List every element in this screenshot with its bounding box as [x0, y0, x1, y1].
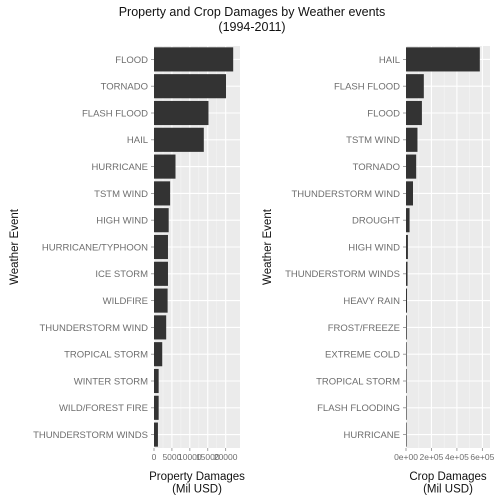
x-axis-title: (Mil USD)	[172, 484, 222, 496]
property-damage-chart: FLOOD TORNADO FLASH FLOOD HAIL HURRICANE TSTM…	[9, 46, 245, 496]
bar	[154, 368, 159, 394]
bar	[406, 47, 480, 72]
bar	[154, 208, 169, 233]
y-tick-label: WINTER STORM	[74, 376, 148, 387]
bar	[154, 234, 168, 260]
bar	[154, 154, 176, 179]
x-tick-label: 4e+05	[445, 452, 469, 462]
bar	[154, 100, 209, 126]
y-tick-label: FLASH FLOODING	[317, 403, 400, 414]
y-tick-label: HAIL	[127, 135, 148, 146]
bar	[406, 100, 422, 126]
bar	[154, 288, 168, 313]
y-tick-label: DROUGHT	[352, 216, 400, 227]
y-tick-label: ICE STORM	[95, 269, 148, 280]
crop-damage-chart: HAIL FLASH FLOOD FLOOD TSTM WIND TORNADO THUN…	[262, 46, 495, 496]
x-tick-label: 20000	[214, 452, 238, 462]
y-tick-label: HURRICANE/TYPHOON	[42, 242, 148, 253]
y-tick-label: TROPICAL STORM	[64, 350, 148, 361]
y-tick-label: TSTM WIND	[346, 135, 400, 146]
x-axis-title: (Mil USD)	[423, 484, 473, 496]
bar	[154, 395, 159, 420]
y-tick-label: HURRICANE	[344, 430, 400, 441]
chart-title: Property and Crop Damages by Weather eve…	[119, 5, 386, 19]
y-tick-label: WILDFIRE	[103, 296, 148, 307]
y-axis-title: Weather Event	[262, 208, 274, 285]
bar	[406, 154, 417, 179]
y-tick-label: TORNADO	[101, 82, 148, 93]
chart-subtitle: (1994-2011)	[218, 20, 285, 34]
y-tick-label: HIGH WIND	[348, 242, 400, 253]
x-axis-title: Crop Damages	[409, 471, 487, 483]
bar	[154, 47, 234, 72]
bar	[154, 127, 204, 152]
bar	[406, 342, 407, 367]
bar	[154, 315, 167, 340]
y-axis-title: Weather Event	[9, 208, 21, 285]
bar	[406, 127, 418, 152]
y-tick-label: FLASH FLOOD	[334, 82, 400, 93]
x-tick-label: 10000	[178, 452, 202, 462]
y-tick-label: WILD/FOREST FIRE	[59, 403, 148, 414]
y-tick-label: THUNDERSTORM WINDS	[33, 430, 148, 441]
y-tick-label: THUNDERSTORM WINDS	[285, 269, 400, 280]
y-tick-label: FROST/FREEZE	[328, 323, 400, 334]
bar	[154, 342, 163, 367]
y-tick-label: TORNADO	[353, 162, 400, 173]
bar	[154, 422, 158, 447]
y-tick-label: HAIL	[379, 55, 400, 66]
y-tick-label: HURRICANE	[92, 162, 148, 173]
bar	[406, 261, 408, 286]
y-tick-label: HEAVY RAIN	[343, 296, 400, 307]
bar	[406, 315, 407, 340]
y-tick-label: FLOOD	[115, 55, 148, 66]
x-tick-label: 2e+05	[420, 452, 444, 462]
y-tick-label: HIGH WIND	[96, 216, 148, 227]
bar	[154, 261, 168, 286]
x-tick-label: 0	[152, 452, 157, 462]
y-tick-label: THUNDERSTORM WIND	[39, 323, 148, 334]
x-axis-title: Property Damages	[149, 471, 245, 483]
bar	[406, 422, 407, 447]
x-tick-label: 15000	[196, 452, 220, 462]
y-tick-label: TSTM WIND	[94, 189, 148, 200]
y-tick-label: FLOOD	[367, 108, 400, 119]
bar	[406, 368, 407, 394]
y-tick-label: EXTREME COLD	[325, 350, 400, 361]
x-tick-label: 5000	[162, 452, 181, 462]
bar	[406, 395, 407, 420]
bar	[406, 74, 424, 99]
y-tick-label: FLASH FLOOD	[82, 108, 148, 119]
bar	[406, 208, 410, 233]
y-tick-label: TROPICAL STORM	[316, 376, 400, 387]
x-tick-label: 6e+05	[470, 452, 494, 462]
bar	[406, 288, 408, 313]
x-tick-label: 0e+00	[394, 452, 418, 462]
bar	[154, 181, 171, 206]
bar	[406, 181, 413, 206]
bar	[406, 234, 408, 260]
bar	[154, 74, 227, 99]
y-tick-label: THUNDERSTORM WIND	[291, 189, 400, 200]
